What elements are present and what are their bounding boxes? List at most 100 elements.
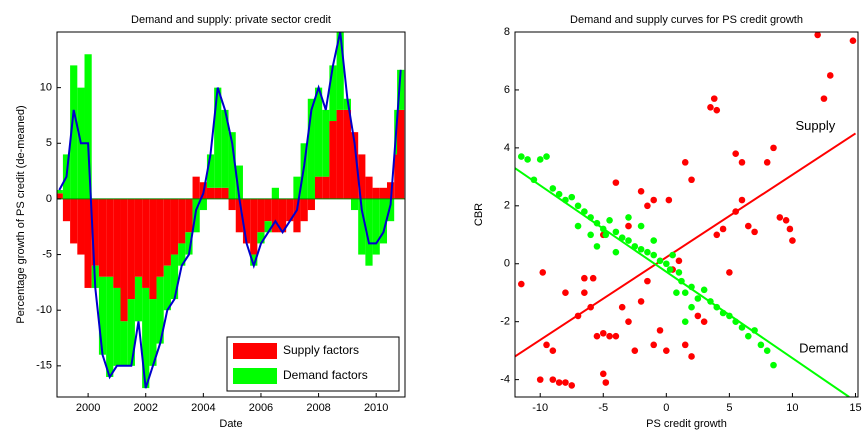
y-tick-label: 0 [504, 258, 510, 270]
scatter-point [814, 31, 821, 39]
bar-segment [386, 198, 395, 222]
bar-segment [365, 176, 373, 199]
scatter-point [738, 324, 746, 331]
scatter-point [625, 214, 632, 221]
scatter-point [599, 225, 607, 233]
bar-segment [235, 165, 243, 199]
scatter-point [763, 159, 771, 166]
x-tick-label: 2010 [364, 402, 388, 414]
bar-segment [271, 198, 279, 233]
scatter-point [751, 228, 758, 236]
scatter-point [612, 248, 620, 256]
scatter-point [581, 208, 588, 215]
scatter-point [675, 269, 683, 276]
bar-segment [343, 109, 351, 199]
x-tick-label: 2006 [249, 402, 273, 414]
bar-segment [228, 198, 236, 211]
bar-segment [57, 190, 63, 194]
scatter-point [770, 361, 777, 369]
x-tick-label: 0 [663, 402, 669, 414]
scatter-point [650, 251, 658, 259]
scatter-point [744, 332, 752, 340]
scatter-point [549, 185, 557, 192]
bar-segment [156, 276, 164, 344]
scatter-point [744, 222, 752, 230]
scatter-point [549, 376, 557, 383]
scatter-point [599, 370, 607, 378]
bar-segment [300, 198, 308, 222]
x-tick-label: 10 [786, 402, 798, 414]
scatter-point [574, 312, 582, 320]
scatter-point [549, 347, 557, 354]
bar-segment [178, 243, 186, 266]
scatter-point [606, 216, 613, 224]
bar-segment [307, 98, 315, 199]
scatter-point [849, 37, 857, 44]
bar-segment [397, 69, 405, 110]
scatter-point [650, 196, 658, 204]
bar-segment [192, 176, 200, 199]
bar-segment [156, 198, 164, 277]
bar-segment [235, 198, 243, 233]
scatter-point [688, 176, 695, 184]
scatter-point [602, 379, 610, 386]
scatter-point [688, 353, 695, 360]
scatter-point [757, 341, 765, 349]
scatter-point [555, 190, 563, 198]
scatter-point [581, 274, 588, 282]
scatter-point [656, 257, 664, 265]
scatter-point [789, 237, 796, 244]
y-tick-label: 4 [504, 142, 510, 154]
scatter-point [606, 332, 613, 340]
scatter-point [637, 245, 645, 253]
bar-segment [271, 187, 279, 199]
bar-segment [120, 321, 128, 366]
scatter-point [587, 303, 594, 311]
bar-segment [70, 65, 78, 199]
scatter-point [587, 231, 594, 239]
bar-segment [379, 198, 387, 244]
scatter-point [637, 222, 645, 230]
plot-area [515, 132, 857, 397]
scatter-point [732, 150, 739, 157]
bar-segment [106, 198, 114, 277]
bar-segment [286, 198, 294, 222]
scatter-point [738, 159, 746, 166]
bar-segment [127, 299, 135, 366]
y-tick-label: 6 [504, 84, 510, 96]
bar-segment [307, 198, 315, 211]
bar-segment [278, 198, 287, 233]
chart-title: Demand and supply: private sector credit [131, 14, 331, 26]
scatter-point [631, 243, 639, 250]
plot-frame [56, 31, 406, 398]
bar-segment [206, 187, 215, 199]
scatter-point [518, 280, 525, 288]
y-tick-label: 10 [40, 82, 52, 94]
line-annotation: Supply [795, 118, 835, 133]
bar-segment [322, 176, 330, 199]
y-tick-label: -2 [500, 316, 510, 328]
scatter-point [599, 329, 607, 337]
bar-segment [134, 276, 143, 322]
plot-frame [514, 31, 859, 398]
bar-segment [149, 299, 157, 366]
scatter-point [688, 303, 695, 311]
bar-segment [350, 198, 359, 211]
bar-segment [329, 65, 337, 122]
scatter-point [694, 312, 702, 320]
scatter-point [568, 382, 576, 389]
scatter-point [650, 341, 658, 349]
scatter-point [713, 303, 721, 311]
scatter-point [562, 196, 569, 204]
bar-segment [113, 287, 121, 366]
legend-label: Supply factors [283, 343, 359, 357]
y-tick-label: -4 [500, 374, 510, 386]
scatter-point [612, 332, 620, 340]
bar-segment [84, 54, 92, 199]
bar-segment [120, 198, 128, 322]
bar-segment [257, 232, 265, 244]
scatter-point [593, 243, 601, 250]
x-tick-label: 2002 [133, 402, 157, 414]
x-tick-label: 5 [726, 402, 732, 414]
bar-segment [250, 254, 258, 266]
